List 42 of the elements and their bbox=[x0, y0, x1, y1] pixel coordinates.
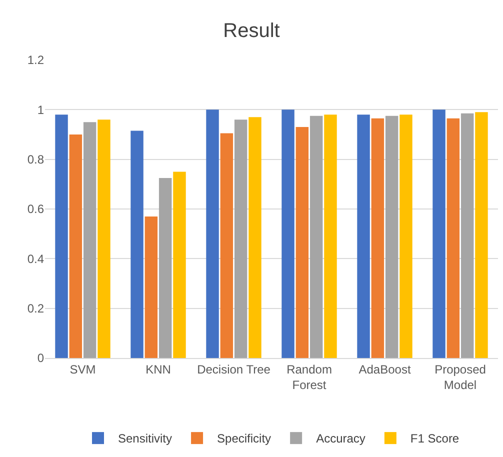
bar bbox=[475, 112, 488, 358]
bar bbox=[385, 116, 398, 358]
y-tick-label: 0.6 bbox=[27, 202, 44, 216]
x-tick-label: Random Forest bbox=[286, 362, 332, 392]
y-tick-label: 1.2 bbox=[27, 53, 44, 68]
bar bbox=[220, 133, 234, 358]
x-tick-label: KNN bbox=[146, 362, 171, 376]
bar bbox=[173, 172, 186, 358]
legend-label: Specificity bbox=[217, 432, 272, 446]
x-tick-label: Decision Tree bbox=[197, 362, 271, 376]
bar bbox=[446, 118, 460, 358]
y-tick-label: 0 bbox=[37, 351, 44, 366]
chart-title: Result bbox=[223, 20, 280, 42]
legend-label: Accuracy bbox=[316, 432, 366, 446]
x-tick-label: AdaBoost bbox=[358, 362, 412, 376]
bar bbox=[357, 114, 370, 358]
bar bbox=[206, 110, 219, 358]
y-tick-label: 0.8 bbox=[27, 152, 44, 167]
bar bbox=[248, 117, 262, 358]
bar bbox=[310, 116, 323, 358]
bar bbox=[324, 114, 337, 358]
legend-label: F1 Score bbox=[410, 432, 460, 446]
bar bbox=[130, 130, 144, 358]
bar bbox=[69, 134, 82, 358]
bar bbox=[432, 110, 446, 358]
bar bbox=[400, 114, 412, 358]
y-tick-label: 1 bbox=[37, 102, 44, 117]
bar bbox=[83, 122, 96, 358]
bar bbox=[158, 178, 172, 358]
y-tick-label: 0.4 bbox=[27, 252, 44, 266]
bar bbox=[234, 120, 248, 358]
bar bbox=[144, 216, 158, 358]
bar bbox=[282, 110, 294, 358]
x-tick-label: SVM bbox=[70, 362, 96, 376]
bar bbox=[98, 120, 110, 358]
bar bbox=[296, 127, 309, 358]
bar bbox=[460, 113, 474, 358]
y-tick-label: 0.2 bbox=[27, 302, 44, 316]
x-tick-label: Proposed Model bbox=[434, 362, 486, 392]
bar bbox=[55, 114, 68, 358]
legend-label: Sensitivity bbox=[118, 432, 172, 446]
bar bbox=[371, 118, 384, 358]
